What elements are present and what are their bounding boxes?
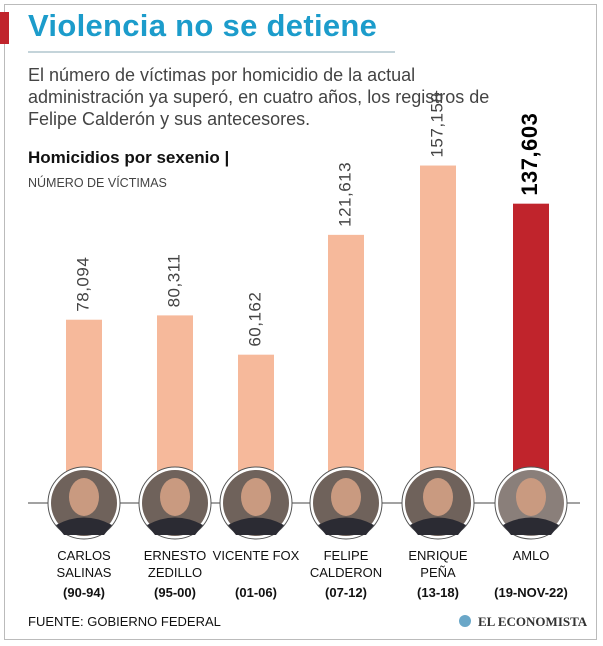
portrait-face bbox=[69, 478, 99, 516]
portrait-suit bbox=[503, 517, 559, 535]
portrait-suit bbox=[56, 517, 112, 535]
portrait-face bbox=[241, 478, 271, 516]
value-label: 80,311 bbox=[164, 254, 183, 308]
period-label: (95-00) bbox=[154, 585, 196, 600]
category-label: CARLOS SALINAS bbox=[56, 548, 112, 580]
portrait-face bbox=[160, 478, 190, 516]
subtitle: El número de víctimas por homicidio de l… bbox=[28, 65, 490, 129]
unit-label: NÚMERO DE VÍCTIMAS bbox=[28, 176, 167, 190]
chart-title: Homicidios por sexenio | bbox=[28, 148, 230, 167]
value-label: 157,158 bbox=[427, 93, 446, 158]
portrait-suit bbox=[147, 517, 203, 535]
portrait-face bbox=[423, 478, 453, 516]
bar bbox=[66, 319, 102, 472]
bar bbox=[157, 315, 193, 472]
category-label: AMLO bbox=[512, 548, 550, 563]
period-label: (19-NOV-22) bbox=[494, 585, 568, 600]
category-label: FELIPE CALDERON bbox=[309, 548, 383, 580]
portrait-suit bbox=[318, 517, 374, 535]
period-label: (90-94) bbox=[63, 585, 105, 600]
frame bbox=[4, 4, 597, 640]
category-label: VICENTE FOX bbox=[212, 548, 300, 563]
period-label: (01-06) bbox=[235, 585, 277, 600]
bar bbox=[420, 165, 456, 472]
bar bbox=[238, 354, 274, 472]
period-label: (13-18) bbox=[417, 585, 459, 600]
portrait-face bbox=[516, 478, 546, 516]
brand-icon bbox=[459, 615, 471, 627]
portrait-suit bbox=[228, 517, 284, 535]
period-label: (07-12) bbox=[325, 585, 367, 600]
bar bbox=[513, 203, 549, 473]
source: FUENTE: GOBIERNO FEDERAL bbox=[28, 614, 221, 629]
category-label: ERNESTO ZEDILLO bbox=[143, 548, 207, 580]
bar bbox=[328, 234, 364, 472]
title-accent bbox=[0, 12, 9, 44]
value-label: 137,603 bbox=[517, 113, 542, 196]
title: Violencia no se detiene bbox=[28, 8, 378, 43]
value-label: 121,613 bbox=[335, 162, 354, 227]
category-label: ENRIQUE PEÑA bbox=[408, 548, 468, 580]
value-label: 60,162 bbox=[245, 292, 264, 347]
brand: EL ECONOMISTA bbox=[478, 614, 588, 629]
portrait-suit bbox=[410, 517, 466, 535]
value-label: 78,094 bbox=[73, 257, 92, 312]
portrait-face bbox=[331, 478, 361, 516]
